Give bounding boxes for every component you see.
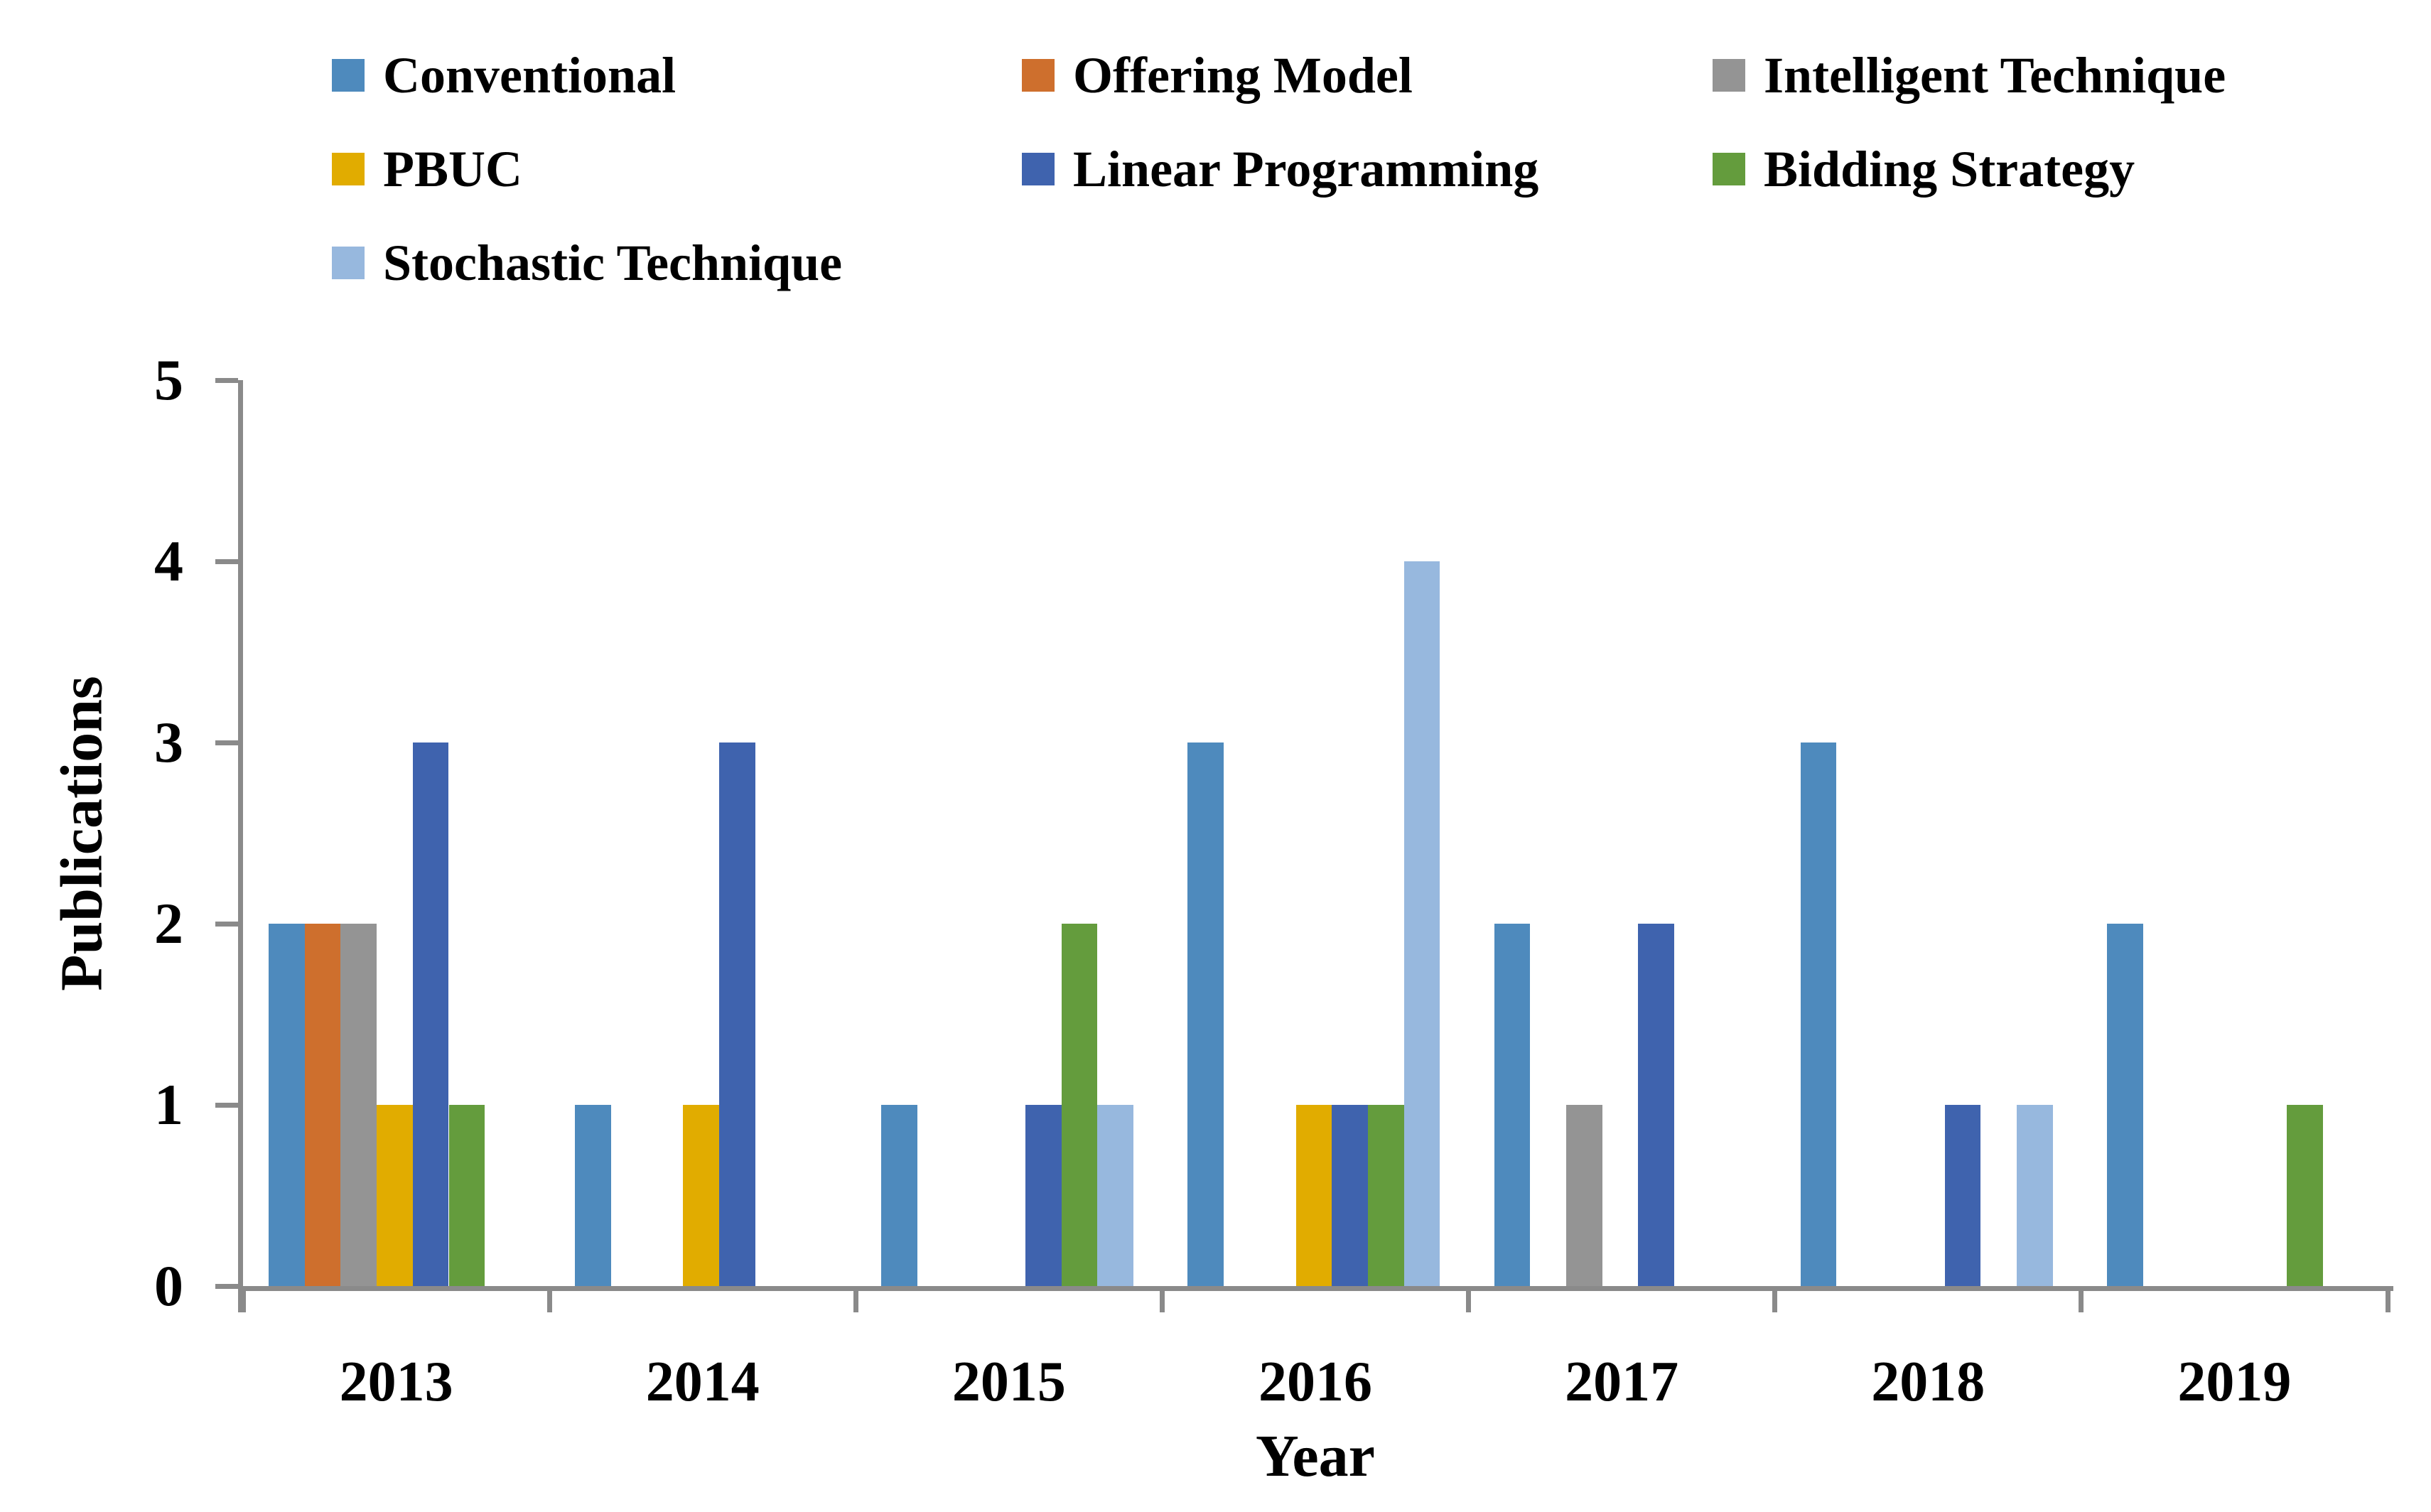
x-axis-title: Year xyxy=(1256,1423,1375,1489)
bar-2013-bidding-strategy xyxy=(448,1105,485,1286)
bar-2016-stochastic-technique xyxy=(1403,561,1440,1286)
y-tick-label-5: 5 xyxy=(154,347,183,412)
x-label-2017: 2017 xyxy=(1565,1351,1679,1413)
legend-swatch-icon xyxy=(1022,59,1055,92)
y-tick-0 xyxy=(215,1284,238,1289)
y-tick-2 xyxy=(215,922,238,927)
bar-2017-intelligent-technique xyxy=(1565,1105,1602,1286)
x-label-2016: 2016 xyxy=(1258,1351,1372,1413)
y-tick-label-1: 1 xyxy=(154,1072,183,1137)
bar-2015-bidding-strategy xyxy=(1061,924,1098,1286)
bar-2017-conventional xyxy=(1494,924,1531,1286)
bar-2014-conventional xyxy=(575,1105,611,1286)
legend-swatch-icon xyxy=(1713,59,1745,92)
y-tick-label-4: 4 xyxy=(154,529,183,593)
bar-2013-intelligent-technique xyxy=(340,924,377,1286)
y-tick-label-2: 2 xyxy=(154,891,183,956)
x-axis-line xyxy=(238,1286,2393,1291)
x-label-2015: 2015 xyxy=(952,1351,1066,1413)
legend-label: Intelligent Technique xyxy=(1764,46,2226,104)
bar-2013-linear-programming xyxy=(412,742,449,1286)
legend-swatch-icon xyxy=(332,59,365,92)
y-tick-label-3: 3 xyxy=(154,710,183,774)
y-axis-line xyxy=(238,380,243,1312)
legend-item-intelligent-technique: Intelligent Technique xyxy=(1713,40,2226,111)
bar-2019-conventional xyxy=(2106,924,2143,1286)
legend-swatch-icon xyxy=(332,247,365,279)
legend-label: PBUC xyxy=(383,140,522,198)
y-tick-3 xyxy=(215,740,238,745)
legend-item-pbuc: PBUC xyxy=(332,134,522,205)
x-label-2014: 2014 xyxy=(645,1351,760,1413)
legend-item-stochastic-technique: Stochastic Technique xyxy=(332,227,842,298)
bar-2014-pbuc xyxy=(683,1105,719,1286)
bar-2013-conventional xyxy=(269,924,305,1286)
bar-2015-linear-programming xyxy=(1025,1105,1062,1286)
bar-2013-offering-model xyxy=(304,924,341,1286)
legend-swatch-icon xyxy=(332,153,365,185)
bar-2018-linear-programming xyxy=(1944,1105,1981,1286)
x-boundary-tick xyxy=(2079,1291,2084,1312)
x-boundary-tick xyxy=(240,1291,246,1312)
x-boundary-tick xyxy=(853,1291,858,1312)
legend-label: Linear Programming xyxy=(1073,140,1539,198)
bar-2019-bidding-strategy xyxy=(2287,1105,2324,1286)
x-boundary-tick xyxy=(1159,1291,1165,1312)
x-boundary-tick xyxy=(1772,1291,1778,1312)
y-tick-label-0: 0 xyxy=(154,1253,183,1318)
y-tick-5 xyxy=(215,378,238,383)
legend-label: Stochastic Technique xyxy=(383,234,843,291)
bar-2015-conventional xyxy=(881,1105,917,1286)
legend-swatch-icon xyxy=(1022,153,1055,185)
bar-2016-pbuc xyxy=(1295,1105,1332,1286)
bar-2016-conventional xyxy=(1187,742,1224,1286)
x-label-2013: 2013 xyxy=(339,1351,453,1413)
bar-2016-bidding-strategy xyxy=(1367,1105,1404,1286)
bar-2013-pbuc xyxy=(377,1105,413,1286)
y-axis-title: Publications xyxy=(48,675,114,991)
legend-item-conventional: Conventional xyxy=(332,40,676,111)
x-boundary-tick xyxy=(546,1291,552,1312)
bar-2016-linear-programming xyxy=(1332,1105,1368,1286)
bar-2018-conventional xyxy=(1800,742,1837,1286)
legend-swatch-icon xyxy=(1713,153,1745,185)
legend-label: Bidding Strategy xyxy=(1764,140,2135,198)
bar-2017-linear-programming xyxy=(1638,924,1675,1286)
bar-2014-linear-programming xyxy=(718,742,755,1286)
legend-label: Conventional xyxy=(383,46,677,104)
x-boundary-tick xyxy=(1466,1291,1472,1312)
bar-2015-stochastic-technique xyxy=(1097,1105,1134,1286)
y-tick-4 xyxy=(215,559,238,564)
x-label-2019: 2019 xyxy=(2177,1351,2292,1413)
x-boundary-tick xyxy=(2385,1291,2390,1312)
bar-2018-stochastic-technique xyxy=(2016,1105,2053,1286)
legend-label: Offering Model xyxy=(1073,46,1413,104)
y-tick-1 xyxy=(215,1103,238,1108)
x-label-2018: 2018 xyxy=(1871,1351,1985,1413)
legend-item-offering-model: Offering Model xyxy=(1022,40,1413,111)
legend-item-linear-programming: Linear Programming xyxy=(1022,134,1538,205)
legend-item-bidding-strategy: Bidding Strategy xyxy=(1713,134,2135,205)
